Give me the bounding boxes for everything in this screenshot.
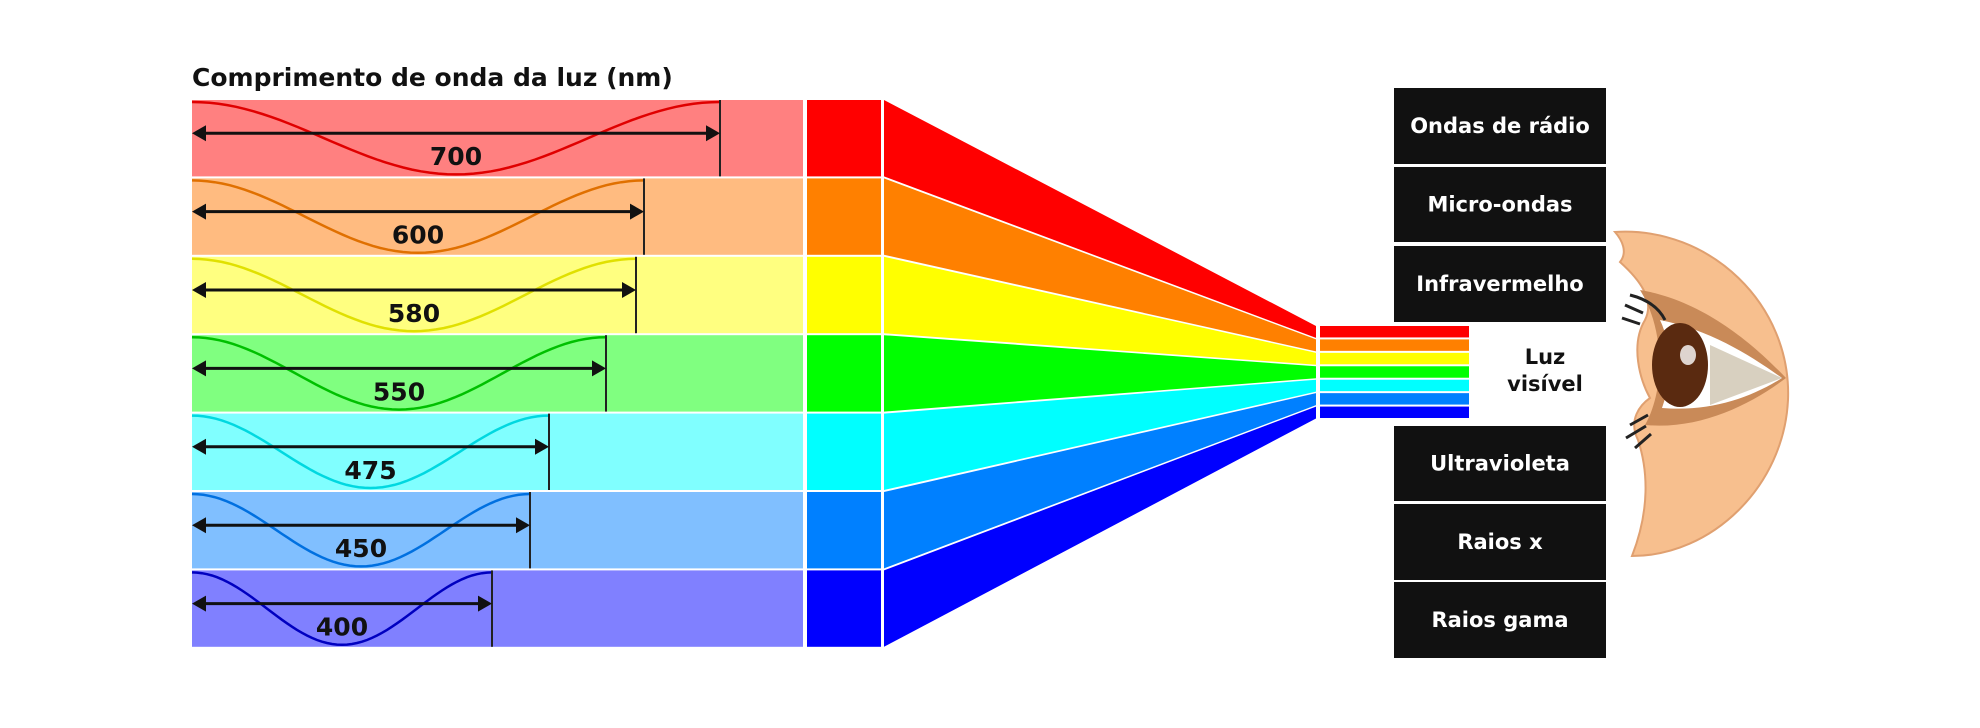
color-block xyxy=(807,100,881,177)
light-beam xyxy=(884,178,1316,352)
light-beam xyxy=(884,335,1316,412)
color-block xyxy=(807,413,881,490)
light-band xyxy=(192,570,803,647)
spectrum-bar xyxy=(1320,379,1469,392)
wavelength-label: 450 xyxy=(335,534,387,563)
light-band xyxy=(192,413,803,490)
color-block xyxy=(807,335,881,412)
spectrum-bar xyxy=(1320,393,1469,405)
spectrum-box xyxy=(1394,426,1606,501)
wavelength-label: 475 xyxy=(344,456,396,485)
wave xyxy=(191,100,721,176)
spectrum-label: Ultravioleta xyxy=(1430,452,1570,476)
light-band xyxy=(192,100,803,177)
color-block xyxy=(807,492,881,569)
wavelength-label: 400 xyxy=(316,613,368,642)
spectrum-box xyxy=(1394,88,1606,164)
spectrum-bar xyxy=(1320,352,1469,365)
spectrum-bar xyxy=(1320,339,1469,351)
wave xyxy=(191,257,637,333)
spectrum-bar xyxy=(1320,326,1469,338)
color-block xyxy=(807,256,881,334)
spectrum-box xyxy=(1394,246,1606,322)
wave xyxy=(191,179,645,255)
spectrum-label: Raios gama xyxy=(1431,608,1568,632)
spectrum-box xyxy=(1394,167,1606,242)
light-band xyxy=(192,335,803,412)
wave xyxy=(191,492,531,568)
eye xyxy=(1612,230,1790,558)
light-beam xyxy=(884,256,1316,365)
spectrum-label: Micro-ondas xyxy=(1427,193,1572,217)
light-beam xyxy=(884,379,1316,490)
wavelength-label: 580 xyxy=(388,299,440,328)
light-band xyxy=(192,256,803,334)
spectrum-label: Infravermelho xyxy=(1416,272,1583,296)
light-band xyxy=(192,178,803,255)
wavelength-label: 550 xyxy=(373,377,425,406)
color-block xyxy=(807,570,881,647)
wavelength-label: 700 xyxy=(430,142,482,171)
light-beam xyxy=(884,406,1316,647)
wave xyxy=(191,414,550,490)
light-band xyxy=(192,492,803,569)
light-beam xyxy=(884,393,1316,569)
visible-label: visível xyxy=(1507,372,1583,396)
light-beam xyxy=(884,100,1316,338)
wave xyxy=(191,571,493,647)
title: Comprimento de onda da luz (nm) xyxy=(192,63,673,92)
spectrum-label: Raios x xyxy=(1457,530,1543,554)
spectrum-box xyxy=(1394,582,1606,658)
spectrum-bar xyxy=(1320,366,1469,378)
color-block xyxy=(807,178,881,255)
spectrum-box xyxy=(1394,504,1606,580)
wave xyxy=(191,335,607,411)
visible-label: Luz xyxy=(1525,345,1566,369)
spectrum-bar xyxy=(1320,406,1469,418)
wavelength-label: 600 xyxy=(392,221,444,250)
spectrum-label: Ondas de rádio xyxy=(1410,114,1590,138)
